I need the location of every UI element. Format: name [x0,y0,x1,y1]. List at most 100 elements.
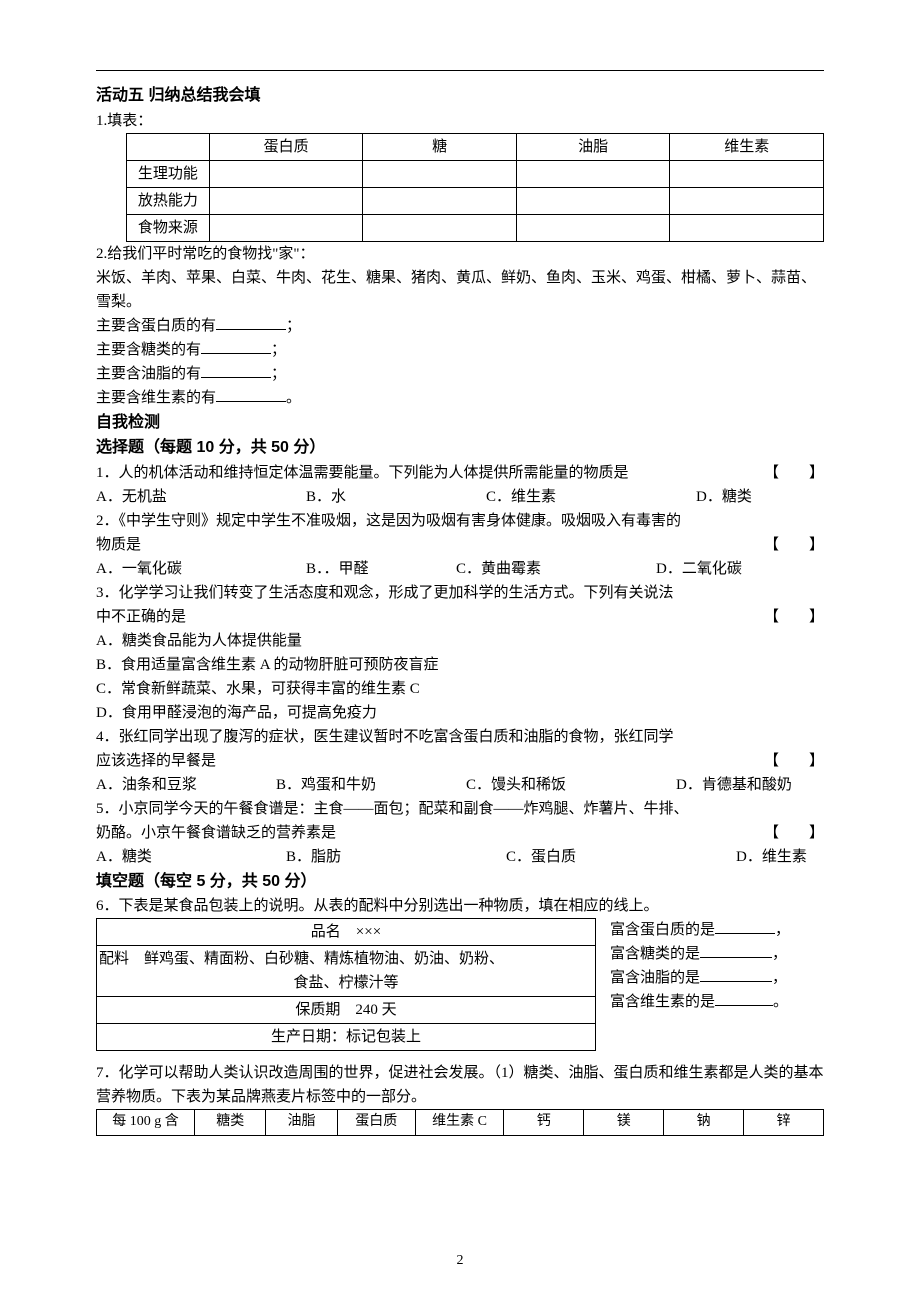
q6-blanks: 富含蛋白质的是 ， 富含糖类的是 ， 富含油脂的是 ， 富含维生素的是 。 [610,918,824,1051]
col-vitamin: 维生素 [670,133,824,160]
choice-header: 选择题（每题 10 分，共 50 分） [96,435,824,461]
q1-text: 1．人的机体活动和维持恒定体温需要能量。下列能为人体提供所需能量的物质是 [96,461,629,485]
option-d[interactable]: D．肯德基和酸奶 [676,773,792,797]
blank[interactable] [715,990,773,1006]
option-c[interactable]: C．黄曲霉素 [456,557,616,581]
fill-suf: ， [772,946,787,962]
fill-suf: ； [271,342,286,358]
row-label: 放热能力 [127,187,210,214]
fill-line: 主要含蛋白质的有 ； [96,314,824,338]
fill-suf: 。 [773,994,788,1010]
fill-pre: 富含糖类的是 [610,946,700,962]
page-number: 2 [0,1250,920,1272]
q4-options: A．油条和豆浆 B．鸡蛋和牛奶 C．馒头和稀饭 D．肯德基和酸奶 [96,773,824,797]
q5-cont: 奶酪。小京午餐食谱缺乏的营养素是 【 】 [96,821,824,845]
col: 糖类 [195,1110,266,1135]
option-d[interactable]: D．食用甲醛浸泡的海产品，可提高免疫力 [96,701,824,725]
answer-bracket[interactable]: 【 】 [764,749,824,773]
answer-bracket[interactable]: 【 】 [764,461,824,485]
food-list: 米饭、羊肉、苹果、白菜、牛肉、花生、糖果、猪肉、黄瓜、鲜奶、鱼肉、玉米、鸡蛋、柑… [96,266,824,314]
option-a[interactable]: A．油条和豆浆 [96,773,246,797]
q3-text-cont: 中不正确的是 [96,605,186,629]
option-b[interactable]: B．水 [306,485,446,509]
col-sugar: 糖 [363,133,517,160]
option-b[interactable]: B．鸡蛋和牛奶 [276,773,436,797]
row-label: 生理功能 [127,160,210,187]
fill-suf: ， [772,970,787,986]
option-a[interactable]: A．一氧化碳 [96,557,266,581]
row-label: 食物来源 [127,214,210,241]
answer-bracket[interactable]: 【 】 [764,605,824,629]
fill-line: 富含维生素的是 。 [610,990,824,1014]
fill-pre: 富含蛋白质的是 [610,922,715,938]
answer-bracket[interactable]: 【 】 [764,533,824,557]
fill-header: 填空题（每空 5 分，共 50 分） [96,869,824,895]
q4-text: 4．张红同学出现了腹泻的症状，医生建议暂时不吃富含蛋白质和油脂的食物，张红同学 [96,725,824,749]
table-row: 生理功能 [127,160,824,187]
fill-pre: 主要含油脂的有 [96,366,201,382]
option-d[interactable]: D．维生素 [736,845,807,869]
food-row: 保质期 240 天 [97,997,596,1024]
fill-pre: 富含油脂的是 [610,970,700,986]
food-row: 生产日期：标记包装上 [97,1024,596,1051]
blank[interactable] [216,314,286,330]
blank[interactable] [700,966,772,982]
option-a[interactable]: A．无机盐 [96,485,266,509]
option-c[interactable]: C．馒头和稀饭 [466,773,646,797]
option-b[interactable]: B．．甲醛 [306,557,416,581]
option-c[interactable]: C．蛋白质 [506,845,696,869]
fill-pre: 富含维生素的是 [610,994,715,1010]
nutrient-table: 蛋白质 糖 油脂 维生素 生理功能 放热能力 食物来源 [126,133,824,242]
blank[interactable] [201,338,271,354]
option-b[interactable]: B．食用适量富含维生素 A 的动物肝脏可预防夜盲症 [96,653,824,677]
top-rule [96,70,824,71]
col-blank [127,133,210,160]
col-fat: 油脂 [516,133,670,160]
fill-suf: ； [286,318,301,334]
blank[interactable] [201,362,271,378]
fill-table-label: 1.填表： [96,109,824,133]
table-row: 食物来源 [127,214,824,241]
fill-line: 富含蛋白质的是 ， [610,918,824,942]
selftest-title: 自我检测 [96,410,824,436]
q4-cont: 应该选择的早餐是 【 】 [96,749,824,773]
find-home-label: 2.给我们平时常吃的食物找"家"： [96,242,824,266]
fill-line: 主要含维生素的有。 [96,386,824,410]
option-d[interactable]: D．糖类 [696,485,752,509]
q5-text-cont: 奶酪。小京午餐食谱缺乏的营养素是 [96,821,336,845]
option-c[interactable]: C．常食新鲜蔬菜、水果，可获得丰富的维生素 C [96,677,824,701]
col: 每 100 g 含 [97,1110,195,1135]
blank[interactable] [216,386,286,402]
q5-text: 5．小京同学今天的午餐食谱是：主食——面包；配菜和副食——炸鸡腿、炸薯片、牛排、 [96,797,824,821]
fill-suf: 。 [286,390,301,406]
q2-text: 2．《中学生守则》规定中学生不准吸烟，这是因为吸烟有害身体健康。吸烟吸入有毒害的 [96,509,824,533]
q5-options: A．糖类 B．脂肪 C．蛋白质 D．维生素 [96,845,824,869]
activity5-title: 活动五 归纳总结我会填 [96,83,824,109]
fill-pre: 主要含蛋白质的有 [96,318,216,334]
q4-text-cont: 应该选择的早餐是 [96,749,216,773]
blank[interactable] [700,942,772,958]
blank[interactable] [715,918,775,934]
option-a[interactable]: A．糖类 [96,845,246,869]
col: 锌 [744,1110,824,1135]
food-row: 品名 ××× [97,919,596,946]
q6-text: 6．下表是某食品包装上的说明。从表的配料中分别选出一种物质，填在相应的线上。 [96,894,824,918]
fill-suf: ， [775,922,790,938]
q2-cont: 物质是 【 】 [96,533,824,557]
q2-text-cont: 物质是 [96,533,141,557]
answer-bracket[interactable]: 【 】 [764,821,824,845]
q2-options: A．一氧化碳 B．．甲醛 C．黄曲霉素 D．二氧化碳 [96,557,824,581]
option-d[interactable]: D．二氧化碳 [656,557,742,581]
table-row: 放热能力 [127,187,824,214]
q3-text: 3．化学学习让我们转变了生活态度和观念，形成了更加科学的生活方式。下列有关说法 [96,581,824,605]
food-label-table: 品名 ××× 配料 鲜鸡蛋、精面粉、白砂糖、精炼植物油、奶油、奶粉、食盐、柠檬汁… [96,918,596,1051]
q1-options: A．无机盐 B．水 C．维生素 D．糖类 [96,485,824,509]
food-row: 配料 鲜鸡蛋、精面粉、白砂糖、精炼植物油、奶油、奶粉、食盐、柠檬汁等 [97,946,596,997]
fill-suf: ； [271,366,286,382]
option-b[interactable]: B．脂肪 [286,845,466,869]
col: 蛋白质 [337,1110,415,1135]
option-a[interactable]: A．糖类食品能为人体提供能量 [96,629,824,653]
option-c[interactable]: C．维生素 [486,485,656,509]
col: 钠 [664,1110,744,1135]
col: 油脂 [266,1110,337,1135]
